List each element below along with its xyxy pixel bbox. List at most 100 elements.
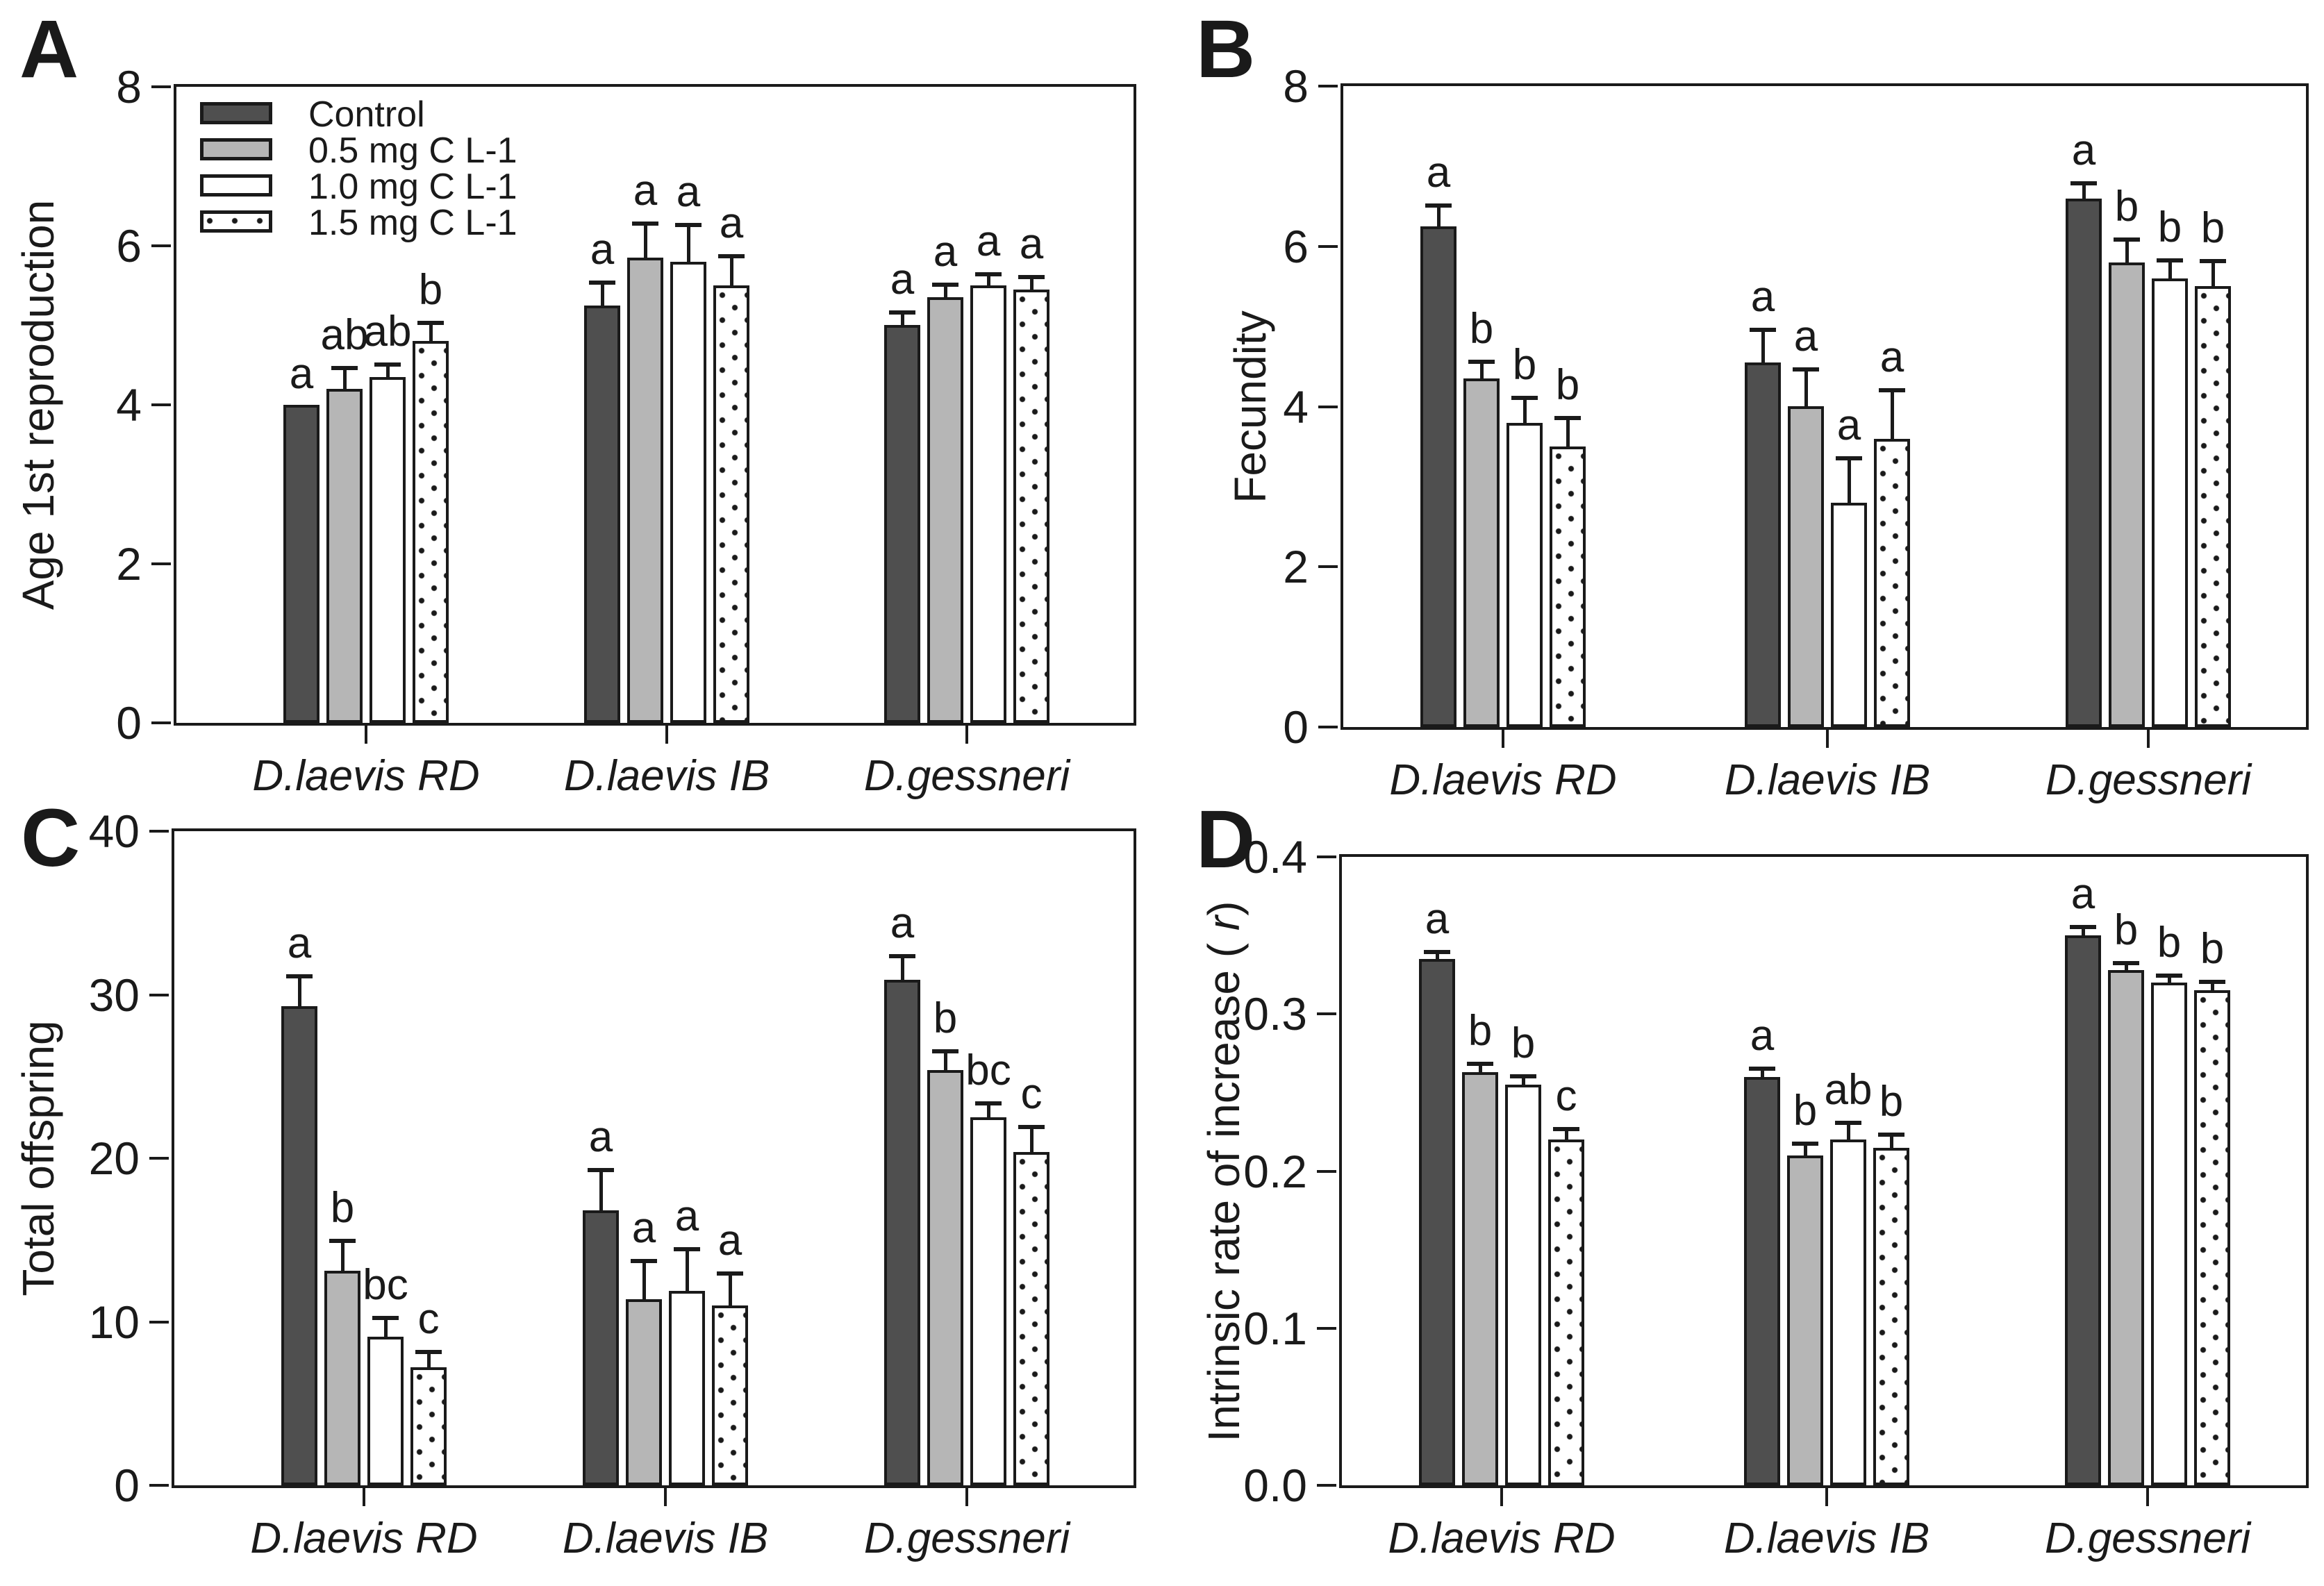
x-tick-label: D.laevis IB: [562, 1514, 769, 1562]
significance-letter: a: [890, 899, 915, 947]
error-bar-cap: [2156, 974, 2182, 978]
error-bar-cap: [2199, 980, 2225, 984]
significance-letter: b: [418, 266, 443, 314]
y-tick-mark: [1318, 726, 1338, 728]
error-bar-line: [601, 283, 604, 306]
significance-letter: a: [631, 1204, 656, 1252]
x-tick-mark: [365, 726, 367, 744]
error-bar-line: [341, 1242, 345, 1271]
significance-letter: b: [2200, 925, 2225, 973]
error-bar-line: [1761, 1069, 1764, 1077]
legend-label: 0.5 mg C L-1: [308, 131, 517, 171]
y-tick-label: 2: [1283, 541, 1309, 592]
error-bar-cap: [717, 1271, 743, 1276]
error-bar-cap: [932, 283, 958, 287]
y-tick-label: 8: [116, 61, 142, 112]
error-bar-cap: [372, 1316, 399, 1320]
bar-control: [2066, 199, 2102, 727]
y-tick-mark: [1317, 1327, 1336, 1330]
error-bar-line: [1480, 362, 1484, 378]
error-bar-line: [1566, 419, 1570, 446]
bar-0.5: [1462, 1072, 1498, 1485]
significance-letter: a: [676, 168, 701, 216]
error-bar-line: [1030, 1128, 1034, 1152]
significance-letter: a: [2071, 126, 2096, 174]
significance-letter: b: [1469, 305, 1494, 353]
y-tick-mark: [1317, 1012, 1336, 1015]
significance-letter: b: [2200, 204, 2225, 252]
bar-0.5: [324, 1271, 360, 1485]
y-tick-label: 0.1: [1243, 1303, 1307, 1354]
significance-letter: a: [933, 228, 958, 276]
significance-letter: a: [890, 256, 915, 303]
y-tick-label: 0: [1283, 701, 1309, 753]
significance-letter: a: [287, 919, 312, 967]
error-bar-cap: [1510, 1074, 1536, 1078]
error-bar-line: [1522, 1077, 1525, 1085]
y-tick-mark: [1318, 565, 1338, 568]
x-tick-label: D.gessneri: [863, 752, 1070, 800]
significance-letter: b: [933, 994, 958, 1042]
legend-swatch-s-mid: [200, 174, 272, 197]
error-bar-line: [729, 1274, 732, 1305]
error-bar-cap: [1425, 203, 1452, 208]
significance-letter: c: [1020, 1070, 1043, 1118]
x-tick-mark: [1502, 730, 1504, 748]
bar-0.5: [2109, 262, 2145, 727]
error-bar-cap: [1018, 1125, 1045, 1129]
significance-letter: ab: [363, 308, 412, 356]
error-bar-line: [2211, 262, 2215, 286]
x-tick-label: D.laevis RD: [252, 752, 480, 800]
error-bar-cap: [1878, 1133, 1904, 1137]
y-tick-mark: [149, 1321, 169, 1324]
bar-1.5: [713, 285, 749, 723]
error-bar-cap: [889, 310, 915, 315]
bar-control: [884, 980, 920, 1485]
error-bar-line: [386, 365, 390, 377]
error-bar-line: [1804, 1144, 1807, 1155]
error-bar-cap: [417, 321, 444, 325]
x-tick-mark: [1826, 730, 1829, 748]
bar-1.0: [1830, 1140, 1866, 1485]
significance-letter: a: [1793, 312, 1818, 360]
bar-0.5: [1787, 1155, 1823, 1485]
error-bar-line: [987, 275, 990, 285]
significance-letter: b: [1555, 361, 1580, 409]
error-bar-line: [2211, 983, 2214, 990]
error-bar-line: [1804, 370, 1808, 406]
significance-letter: a: [1750, 1012, 1775, 1060]
significance-letter: bc: [363, 1261, 408, 1309]
error-bar-cap: [1749, 1067, 1775, 1071]
error-bar-line: [1761, 331, 1765, 362]
error-bar-cap: [2157, 258, 2183, 262]
significance-letter: a: [976, 217, 1001, 265]
y-tick-label: 0: [114, 1460, 140, 1511]
x-tick-mark: [965, 1488, 968, 1506]
panel-letter-D: D: [1196, 794, 1256, 885]
significance-letter: a: [719, 199, 744, 247]
error-bar-cap: [1467, 1062, 1493, 1066]
y-tick-mark: [1318, 245, 1338, 248]
error-bar-cap: [2113, 961, 2139, 965]
bar-1.0: [1505, 1085, 1541, 1485]
significance-letter: a: [633, 167, 658, 215]
y-tick-mark: [1317, 1484, 1336, 1487]
error-bar-line: [1890, 1135, 1893, 1148]
error-bar-cap: [374, 362, 401, 367]
significance-letter: b: [330, 1184, 355, 1232]
significance-letter: ab: [320, 311, 369, 359]
bar-control: [1744, 1077, 1780, 1485]
legend-label: Control: [308, 94, 425, 135]
error-bar-line: [384, 1319, 388, 1337]
panel-letter-B: B: [1196, 3, 1256, 95]
error-bar-line: [599, 1171, 603, 1210]
significance-letter: b: [2157, 203, 2182, 251]
error-bar-cap: [2070, 181, 2097, 185]
x-tick-label: D.laevis RD: [250, 1514, 478, 1562]
bar-control: [1419, 959, 1455, 1485]
significance-letter: bc: [965, 1046, 1011, 1094]
significance-letter: a: [674, 1192, 699, 1240]
x-tick-mark: [363, 1488, 365, 1506]
error-bar-cap: [1554, 416, 1581, 420]
y-tick-mark: [151, 85, 171, 88]
